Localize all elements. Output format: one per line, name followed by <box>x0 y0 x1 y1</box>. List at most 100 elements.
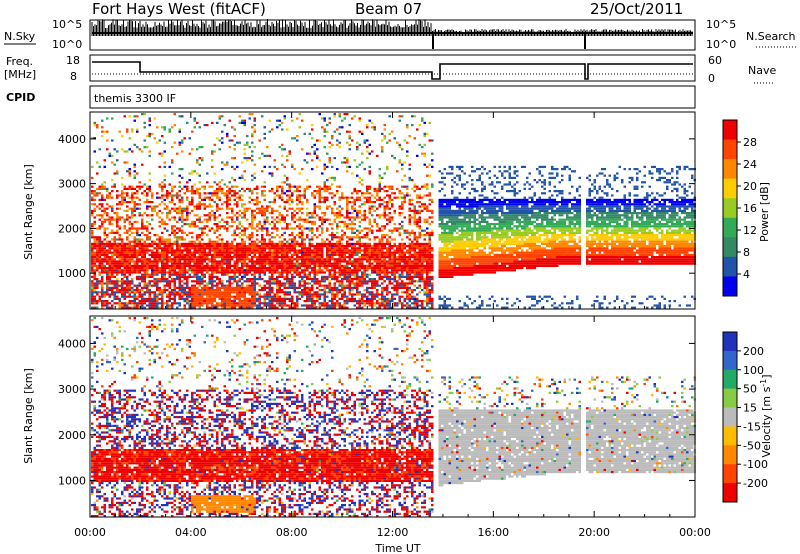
nsky-frame <box>89 19 696 51</box>
heatmap-cell <box>268 297 271 300</box>
heatmap-cell <box>338 302 341 305</box>
heatmap-cell <box>271 236 274 239</box>
heatmap-cell <box>173 267 176 270</box>
heatmap-cell <box>211 121 214 124</box>
heatmap-cell <box>111 306 114 309</box>
heatmap-cell <box>318 245 321 248</box>
heatmap-cell <box>116 225 119 228</box>
heatmap-cell <box>126 245 129 248</box>
heatmap-cell <box>123 280 126 283</box>
heatmap-cell <box>186 280 189 283</box>
heatmap-cell <box>181 271 184 274</box>
heatmap-cell <box>326 267 329 270</box>
heatmap-cell <box>131 269 134 272</box>
heatmap-cell <box>178 207 181 210</box>
heatmap-cell <box>238 278 241 281</box>
heatmap-cell <box>148 284 151 287</box>
heatmap-cell <box>383 269 386 272</box>
heatmap-cell <box>396 267 399 270</box>
heatmap-cell <box>353 284 356 287</box>
heatmap-cell <box>283 220 286 223</box>
heatmap-cell <box>91 284 94 287</box>
heatmap-cell <box>228 249 231 252</box>
heatmap-cell <box>341 282 344 285</box>
heatmap-cell <box>301 148 304 151</box>
heatmap-cell <box>178 174 181 177</box>
heatmap-cell <box>131 212 134 215</box>
heatmap-cell <box>221 306 224 309</box>
heatmap-cell <box>131 280 134 283</box>
heatmap-cell <box>398 253 401 256</box>
heatmap-cell <box>381 132 384 135</box>
heatmap-cell <box>138 240 141 243</box>
heatmap-cell <box>251 218 254 221</box>
heatmap-cell <box>378 273 381 276</box>
heatmap-cell <box>108 247 111 250</box>
heatmap-cell <box>311 295 314 298</box>
heatmap-cell <box>126 128 129 131</box>
heatmap-cell <box>348 258 351 261</box>
heatmap-cell <box>243 190 246 193</box>
heatmap-cell <box>261 247 264 250</box>
heatmap-cell <box>348 201 351 204</box>
heatmap-cell <box>376 154 379 157</box>
heatmap-cell <box>326 262 329 265</box>
heatmap-cell <box>323 187 326 190</box>
heatmap-cell <box>281 262 284 265</box>
heatmap-cell <box>101 126 104 129</box>
heatmap-cell <box>211 247 214 250</box>
heatmap-cell <box>281 154 284 157</box>
heatmap-cell <box>123 260 126 263</box>
heatmap-cell <box>228 245 231 248</box>
heatmap-cell <box>398 260 401 263</box>
heatmap-cell <box>261 207 264 210</box>
heatmap-cell <box>233 291 236 294</box>
heatmap-cell <box>238 295 241 298</box>
heatmap-cell <box>211 304 214 307</box>
heatmap-cell <box>353 264 356 267</box>
heatmap-cell <box>366 286 369 289</box>
heatmap-cell <box>398 207 401 210</box>
heatmap-cell <box>228 264 231 267</box>
heatmap-cell <box>176 227 179 230</box>
heatmap-cell <box>208 300 211 303</box>
heatmap-cell <box>241 176 244 179</box>
heatmap-cell <box>351 212 354 215</box>
heatmap-cell <box>176 247 179 250</box>
heatmap-cell <box>328 253 331 256</box>
heatmap-cell <box>348 249 351 252</box>
heatmap-cell <box>363 196 366 199</box>
heatmap-cell <box>236 249 239 252</box>
heatmap-cell <box>218 278 221 281</box>
heatmap-cell <box>301 291 304 294</box>
heatmap-cell <box>198 187 201 190</box>
heatmap-cell <box>236 205 239 208</box>
heatmap-cell <box>243 242 246 245</box>
heatmap-cell <box>258 223 261 226</box>
heatmap-cell <box>103 207 106 210</box>
heatmap-cell <box>323 181 326 184</box>
heatmap-cell <box>246 271 249 274</box>
heatmap-cell <box>281 185 284 188</box>
heatmap-cell <box>101 249 104 252</box>
beam-label: Beam 07 <box>355 0 422 18</box>
heatmap-cell <box>161 300 164 303</box>
heatmap-cell <box>256 297 259 300</box>
heatmap-cell <box>183 238 186 241</box>
heatmap-cell <box>111 179 114 182</box>
heatmap-cell <box>218 267 221 270</box>
heatmap-cell <box>118 225 121 228</box>
heatmap-cell <box>306 256 309 259</box>
heatmap-cell <box>161 256 164 259</box>
heatmap-cell <box>173 207 176 210</box>
heatmap-cell <box>183 223 186 226</box>
heatmap-cell <box>198 207 201 210</box>
heatmap-cell <box>213 201 216 204</box>
heatmap-cell <box>116 286 119 289</box>
heatmap-cell <box>186 247 189 250</box>
heatmap-cell <box>151 192 154 195</box>
heatmap-cell <box>133 238 136 241</box>
heatmap-cell <box>103 304 106 307</box>
heatmap-cell <box>393 212 396 215</box>
heatmap-cell <box>238 293 241 296</box>
